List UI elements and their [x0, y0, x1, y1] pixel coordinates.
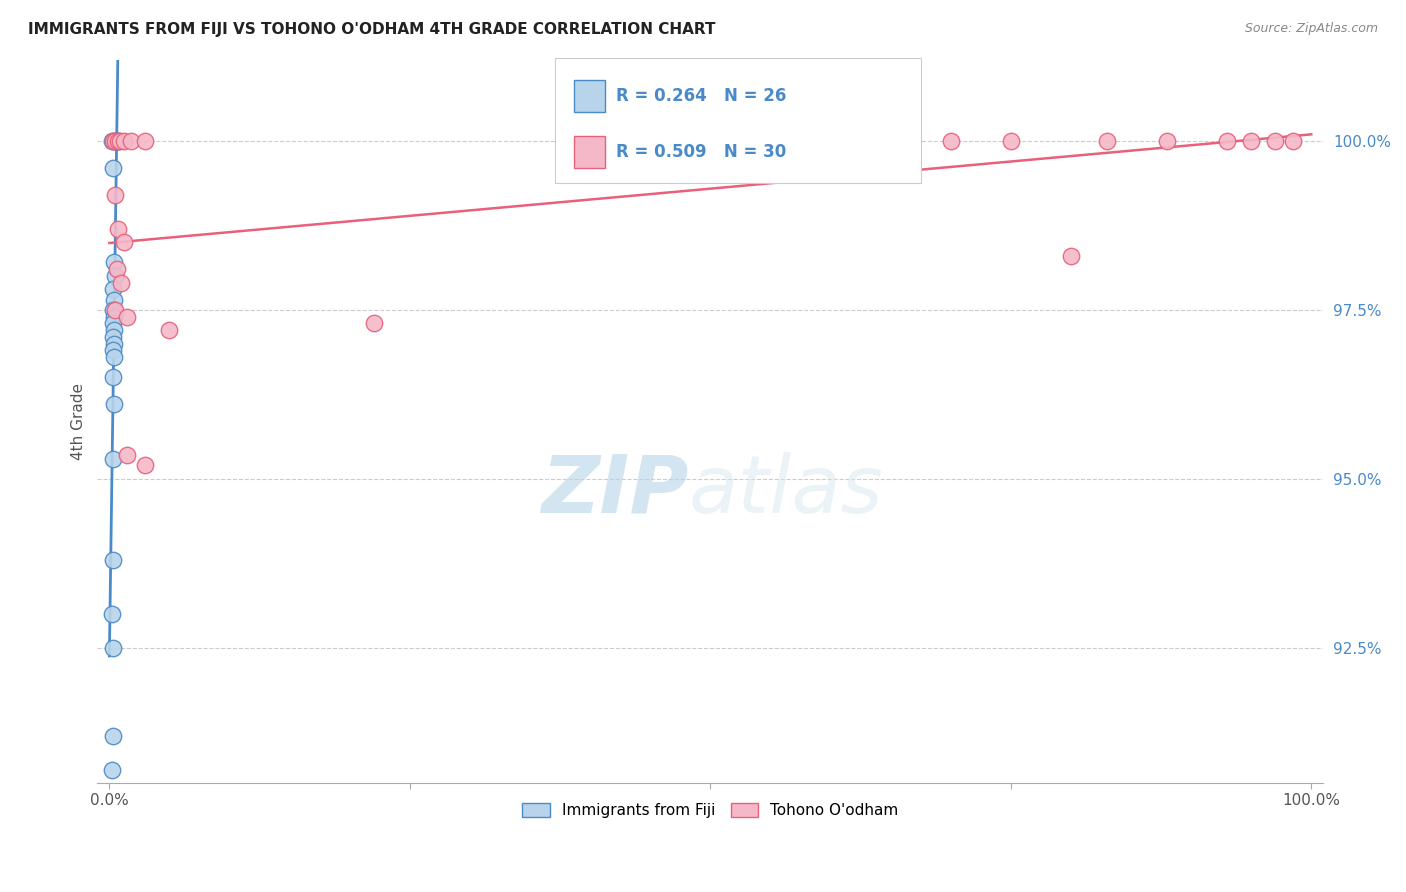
Text: ZIP: ZIP	[541, 451, 689, 530]
Point	[103, 310, 125, 324]
Point	[101, 330, 124, 344]
Point	[101, 729, 124, 743]
Point	[120, 134, 142, 148]
Point	[103, 323, 125, 337]
Text: atlas: atlas	[689, 451, 884, 530]
Point	[939, 134, 962, 148]
Legend: Immigrants from Fiji, Tohono O'odham: Immigrants from Fiji, Tohono O'odham	[515, 796, 905, 826]
Point	[105, 134, 128, 148]
Point	[104, 187, 127, 202]
Point	[101, 763, 124, 777]
Text: Source: ZipAtlas.com: Source: ZipAtlas.com	[1244, 22, 1378, 36]
Point	[105, 262, 128, 277]
Point	[101, 451, 124, 466]
Point	[101, 553, 124, 567]
Point	[110, 276, 132, 290]
Point	[101, 316, 124, 330]
Point	[103, 255, 125, 269]
Point	[104, 268, 127, 283]
Point	[1000, 134, 1022, 148]
Point	[1095, 134, 1118, 148]
Point	[101, 302, 124, 317]
Point	[112, 235, 135, 249]
Point	[104, 134, 127, 148]
Point	[107, 221, 129, 235]
Point	[855, 134, 877, 148]
Point	[101, 370, 124, 384]
Point	[103, 397, 125, 411]
Point	[159, 323, 181, 337]
Point	[117, 448, 139, 462]
Point	[107, 134, 129, 148]
Text: IMMIGRANTS FROM FIJI VS TOHONO O'ODHAM 4TH GRADE CORRELATION CHART: IMMIGRANTS FROM FIJI VS TOHONO O'ODHAM 4…	[28, 22, 716, 37]
Point	[1060, 249, 1083, 263]
Point	[104, 302, 127, 317]
Point	[103, 293, 125, 307]
Point	[101, 607, 124, 621]
Point	[1156, 134, 1178, 148]
Point	[101, 283, 124, 297]
Point	[1216, 134, 1239, 148]
Point	[101, 343, 124, 358]
Point	[107, 134, 129, 148]
Text: R = 0.509   N = 30: R = 0.509 N = 30	[616, 143, 786, 161]
Text: R = 0.264   N = 26: R = 0.264 N = 26	[616, 87, 786, 105]
Point	[103, 134, 125, 148]
Point	[112, 134, 135, 148]
Point	[1264, 134, 1286, 148]
Point	[134, 458, 156, 473]
Point	[101, 161, 124, 175]
Point	[101, 134, 124, 148]
Point	[723, 134, 745, 148]
Point	[104, 134, 127, 148]
Point	[1282, 134, 1305, 148]
Point	[103, 336, 125, 351]
Point	[108, 134, 131, 148]
Point	[103, 350, 125, 364]
Point	[134, 134, 156, 148]
Point	[100, 134, 122, 148]
Point	[101, 640, 124, 655]
Point	[363, 316, 385, 330]
Point	[783, 134, 806, 148]
Y-axis label: 4th Grade: 4th Grade	[72, 383, 86, 459]
Point	[117, 310, 139, 324]
Point	[1240, 134, 1263, 148]
